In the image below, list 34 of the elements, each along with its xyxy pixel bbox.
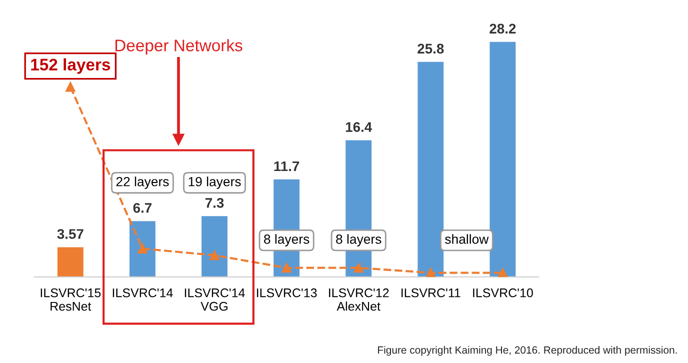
- bar: [202, 216, 228, 277]
- data-label: 11.7: [274, 161, 300, 171]
- x-tick-label: ILSVRC'15 ResNet: [40, 288, 101, 311]
- annotation: Deeper Networks: [115, 39, 242, 55]
- x-tick-label: ILSVRC'10: [473, 288, 533, 298]
- x-tick-label: ILSVRC'12 AlexNet: [329, 288, 389, 311]
- point: [498, 268, 508, 277]
- x-tick-label: ILSVRC'14 VGG: [184, 288, 245, 311]
- annotation: 8 layers: [336, 234, 382, 246]
- point: [210, 250, 220, 260]
- x-tick-label: ILSVRC'14: [112, 288, 173, 298]
- annotation: 8 layers: [264, 234, 310, 246]
- data-label: 6.7: [133, 202, 152, 213]
- bar: [129, 221, 156, 277]
- annotation: 152 layers: [31, 58, 110, 74]
- bar: [57, 247, 84, 277]
- data-label: 28.2: [490, 24, 516, 34]
- data-label: 3.57: [57, 229, 84, 239]
- annotation: 19 layers: [188, 176, 241, 189]
- bar: [490, 42, 516, 277]
- point: [282, 262, 292, 273]
- data-label: 25.8: [418, 44, 444, 54]
- data-label: 16.4: [346, 122, 372, 132]
- point: [354, 262, 364, 273]
- annotation: shallow: [445, 234, 489, 244]
- x-tick-label: ILSVRC'13: [256, 288, 317, 298]
- point: [426, 268, 436, 277]
- annotation: 22 layers: [116, 176, 169, 189]
- data-label: 7.3: [205, 198, 224, 208]
- x-tick-label: ILSVRC'11: [402, 288, 460, 298]
- point: [66, 82, 76, 92]
- text: Figure copyright Kaiming He, 2016. Reproduced with permission.: [378, 346, 677, 356]
- point: [138, 244, 148, 254]
- bar: [418, 62, 444, 277]
